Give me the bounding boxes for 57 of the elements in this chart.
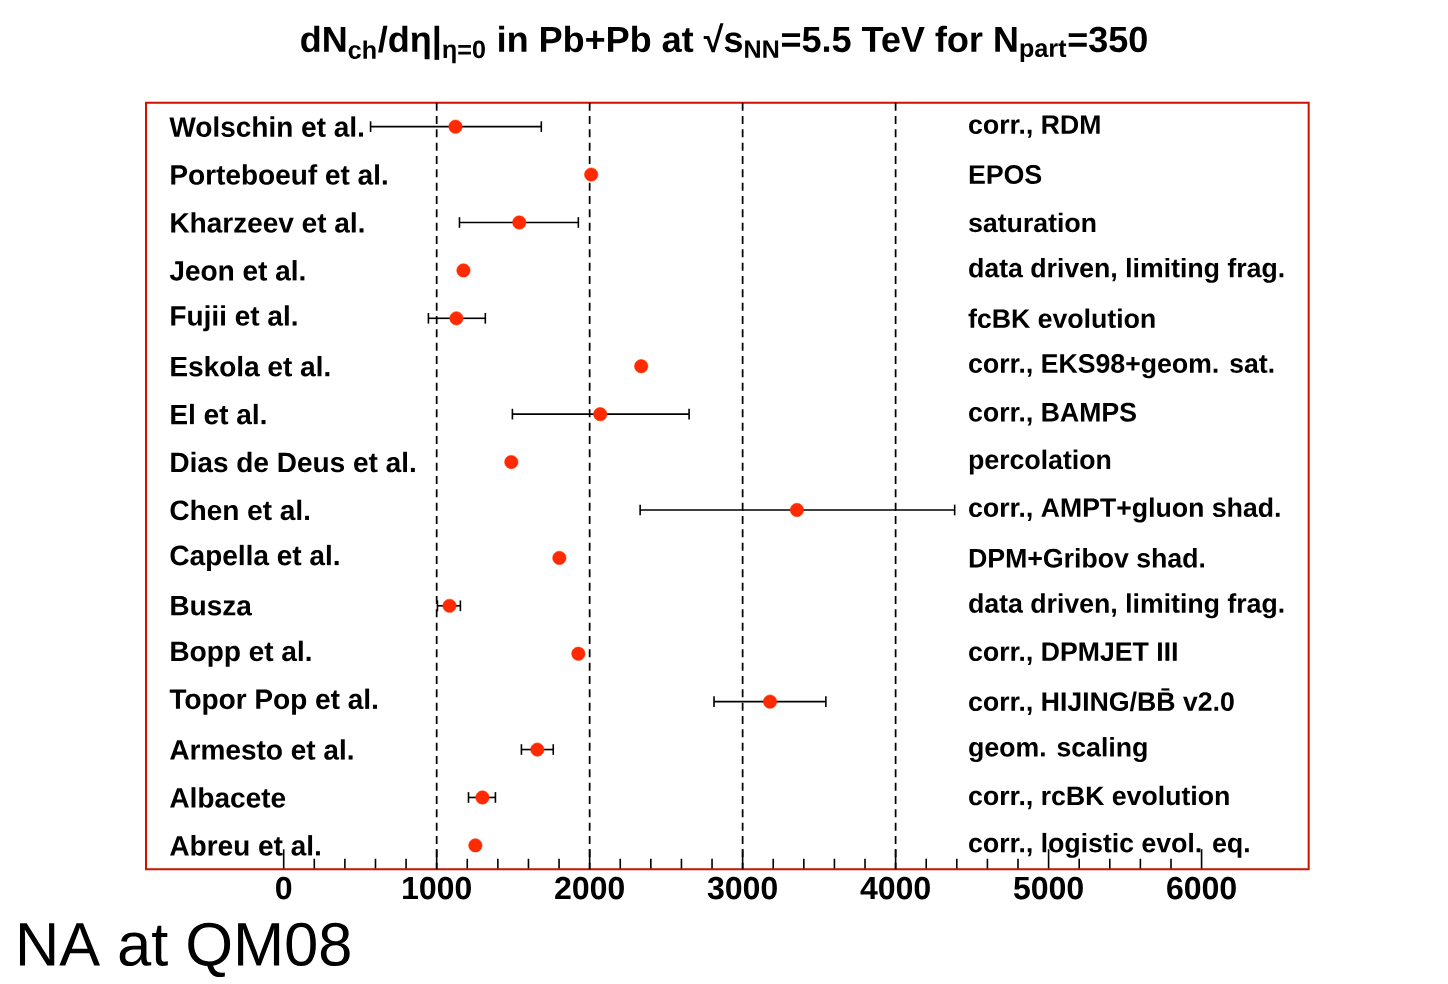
annotation: saturation bbox=[969, 212, 1096, 233]
y-tick-label: Fujii et al. bbox=[171, 305, 297, 332]
point bbox=[790, 503, 804, 517]
y-tick-label: Chen et al. bbox=[170, 499, 310, 521]
point bbox=[442, 598, 457, 613]
annotation: corr., DPMJET III bbox=[969, 642, 1177, 665]
annotation: corr., rcBK evolution bbox=[969, 785, 1229, 810]
x-tick-label: 3000 bbox=[707, 876, 777, 900]
y-tick-label: Capella et al. bbox=[170, 544, 339, 571]
y-tick-label: Porteboeuf et al. bbox=[171, 164, 387, 185]
annotation: corr., logistic evol. eq. bbox=[969, 832, 1249, 858]
point bbox=[763, 694, 777, 709]
annotation: corr., BAMPS bbox=[969, 402, 1136, 426]
annotation: data driven, limiting frag. bbox=[969, 593, 1284, 619]
point bbox=[475, 790, 490, 805]
x-tick-label: 1000 bbox=[403, 876, 471, 900]
y-tick-label: Topor Pop et al. bbox=[169, 688, 377, 715]
y-tick-label: Albacete bbox=[170, 787, 286, 808]
x-tick-label: 4000 bbox=[860, 876, 930, 900]
annotation: fcBK evolution bbox=[968, 308, 1155, 329]
chart-title: dN$_{ch}$/dη|$_{η=0}$ in Pb+Pb at √s$_{NN}$=5.5 TeV for N$_{part}$=350 bbox=[301, 23, 1147, 64]
y-tick-label: Armesto et al. bbox=[170, 739, 353, 760]
point bbox=[530, 742, 545, 757]
point bbox=[449, 311, 464, 326]
annotation: EPOS bbox=[969, 165, 1042, 184]
point bbox=[504, 455, 519, 469]
annotation: corr., RDM bbox=[969, 115, 1100, 138]
x-tick-label: 2000 bbox=[555, 876, 624, 900]
point bbox=[593, 407, 608, 422]
y-tick-label: Bopp et al. bbox=[171, 640, 311, 667]
x-tick-label: 6000 bbox=[1167, 876, 1236, 900]
x-tick-label: 0 bbox=[276, 876, 292, 900]
annotation: data driven, limiting frag. bbox=[969, 257, 1284, 283]
y-tick-label: Abreu et al. bbox=[170, 835, 320, 856]
point bbox=[512, 215, 527, 230]
text: NA at QM08 bbox=[19, 922, 350, 978]
annotation: corr., AMPT+gluon shad. bbox=[969, 497, 1280, 523]
point bbox=[584, 167, 599, 182]
annotation: percolation bbox=[969, 449, 1111, 475]
point bbox=[448, 119, 463, 134]
y-tick-label: Jeon et al. bbox=[169, 260, 305, 281]
y-tick-label: Dias de Deus et al. bbox=[171, 451, 415, 473]
y-tick-label: El et al. bbox=[171, 403, 266, 425]
annotation: DPM+Gribov shad. bbox=[969, 548, 1205, 568]
y-tick-label: Eskola et al. bbox=[171, 355, 330, 377]
point bbox=[552, 550, 567, 565]
x-tick-label: 5000 bbox=[1013, 876, 1083, 900]
y-tick-label: Wolschin et al. bbox=[169, 116, 363, 137]
point bbox=[468, 838, 483, 853]
y-tick-label: Busza bbox=[171, 596, 253, 616]
point bbox=[571, 646, 586, 661]
annotation: corr., HIJING/BB̄ v2.0 bbox=[969, 688, 1234, 715]
point bbox=[456, 263, 471, 278]
point bbox=[634, 359, 649, 374]
y-tick-label: Kharzeev et al. bbox=[171, 212, 364, 233]
annotation: geom. scaling bbox=[969, 737, 1147, 763]
annotation: corr., EKS98+geom. sat. bbox=[969, 354, 1274, 379]
